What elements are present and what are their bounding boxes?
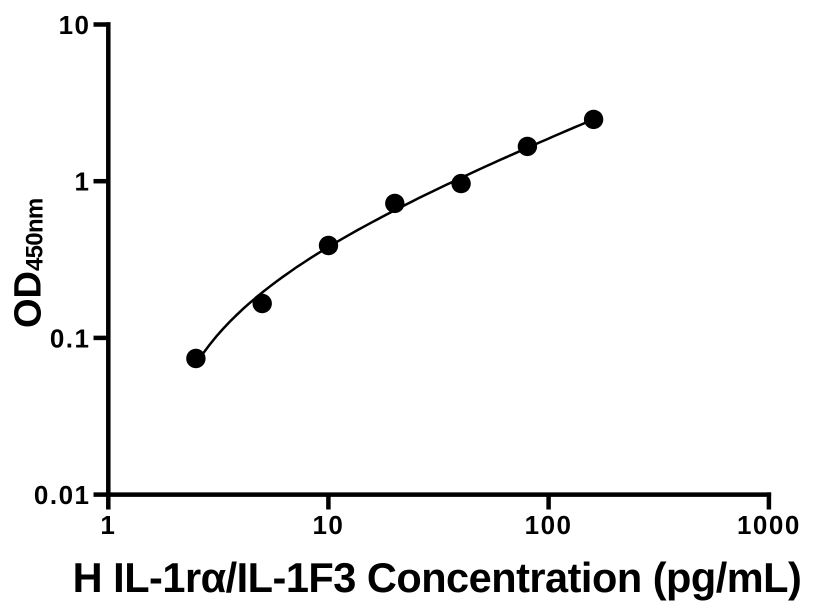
svg-text:OD450nm: OD450nm <box>7 198 49 328</box>
svg-text:1000: 1000 <box>737 510 801 540</box>
svg-text:0.01: 0.01 <box>34 480 91 510</box>
svg-text:10: 10 <box>59 10 91 40</box>
svg-text:100: 100 <box>525 510 573 540</box>
svg-text:0.1: 0.1 <box>50 323 91 353</box>
svg-text:1: 1 <box>75 167 91 197</box>
svg-text:H IL-1rα/IL-1F3 Concentration: H IL-1rα/IL-1F3 Concentration (pg/mL) <box>73 554 802 601</box>
svg-text:10: 10 <box>312 510 344 540</box>
svg-text:1: 1 <box>100 510 116 540</box>
